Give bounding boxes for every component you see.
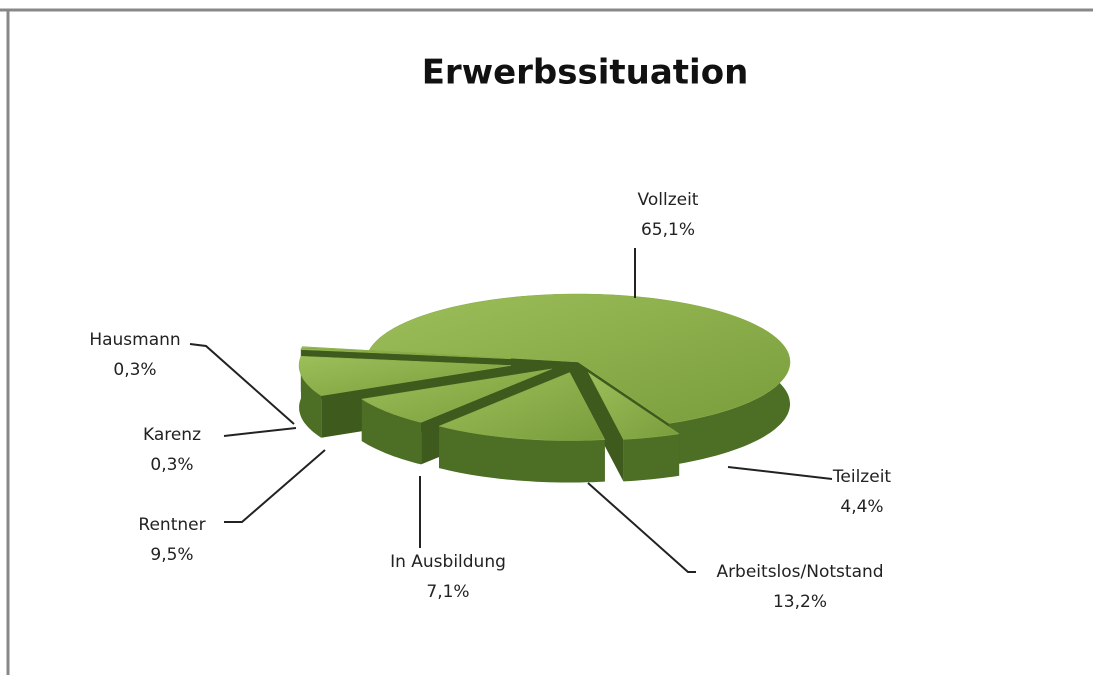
- slice-wall: [588, 372, 624, 482]
- slice-side: [439, 426, 605, 483]
- category-label: Rentner: [138, 515, 205, 535]
- value-label: 13,2%: [773, 592, 827, 612]
- value-label: 9,5%: [150, 545, 193, 565]
- category-label: Teilzeit: [832, 467, 892, 487]
- slice-side: [361, 399, 422, 465]
- slice-top: [300, 348, 511, 360]
- value-label: 7,1%: [426, 582, 469, 602]
- leader-line: [189, 343, 295, 425]
- category-label: In Ausbildung: [390, 552, 506, 572]
- slice-top: [438, 372, 606, 441]
- chart-title: Erwerbssituation: [422, 53, 749, 93]
- leader-line: [727, 466, 833, 480]
- slice-top: [301, 346, 512, 359]
- value-label: 65,1%: [641, 220, 695, 240]
- category-label: Vollzeit: [638, 190, 699, 210]
- value-label: 4,4%: [840, 497, 883, 517]
- value-label: 0,3%: [150, 455, 193, 475]
- leader-line: [587, 482, 696, 573]
- value-label: 0,3%: [113, 360, 156, 380]
- slice-top: [587, 372, 680, 440]
- leader-line: [224, 449, 326, 523]
- slice-side: [623, 433, 680, 482]
- slice-top: [298, 355, 512, 396]
- slice-top: [361, 368, 552, 423]
- slice: [438, 372, 606, 483]
- category-label: Hausmann: [89, 330, 180, 350]
- pie: [298, 293, 791, 483]
- slice: [587, 372, 680, 482]
- category-label: Karenz: [143, 425, 201, 445]
- slice-side: [299, 356, 322, 438]
- category-label: Arbeitslos/Notstand: [716, 562, 883, 582]
- leader-line: [223, 427, 297, 437]
- slice-top: [368, 293, 791, 424]
